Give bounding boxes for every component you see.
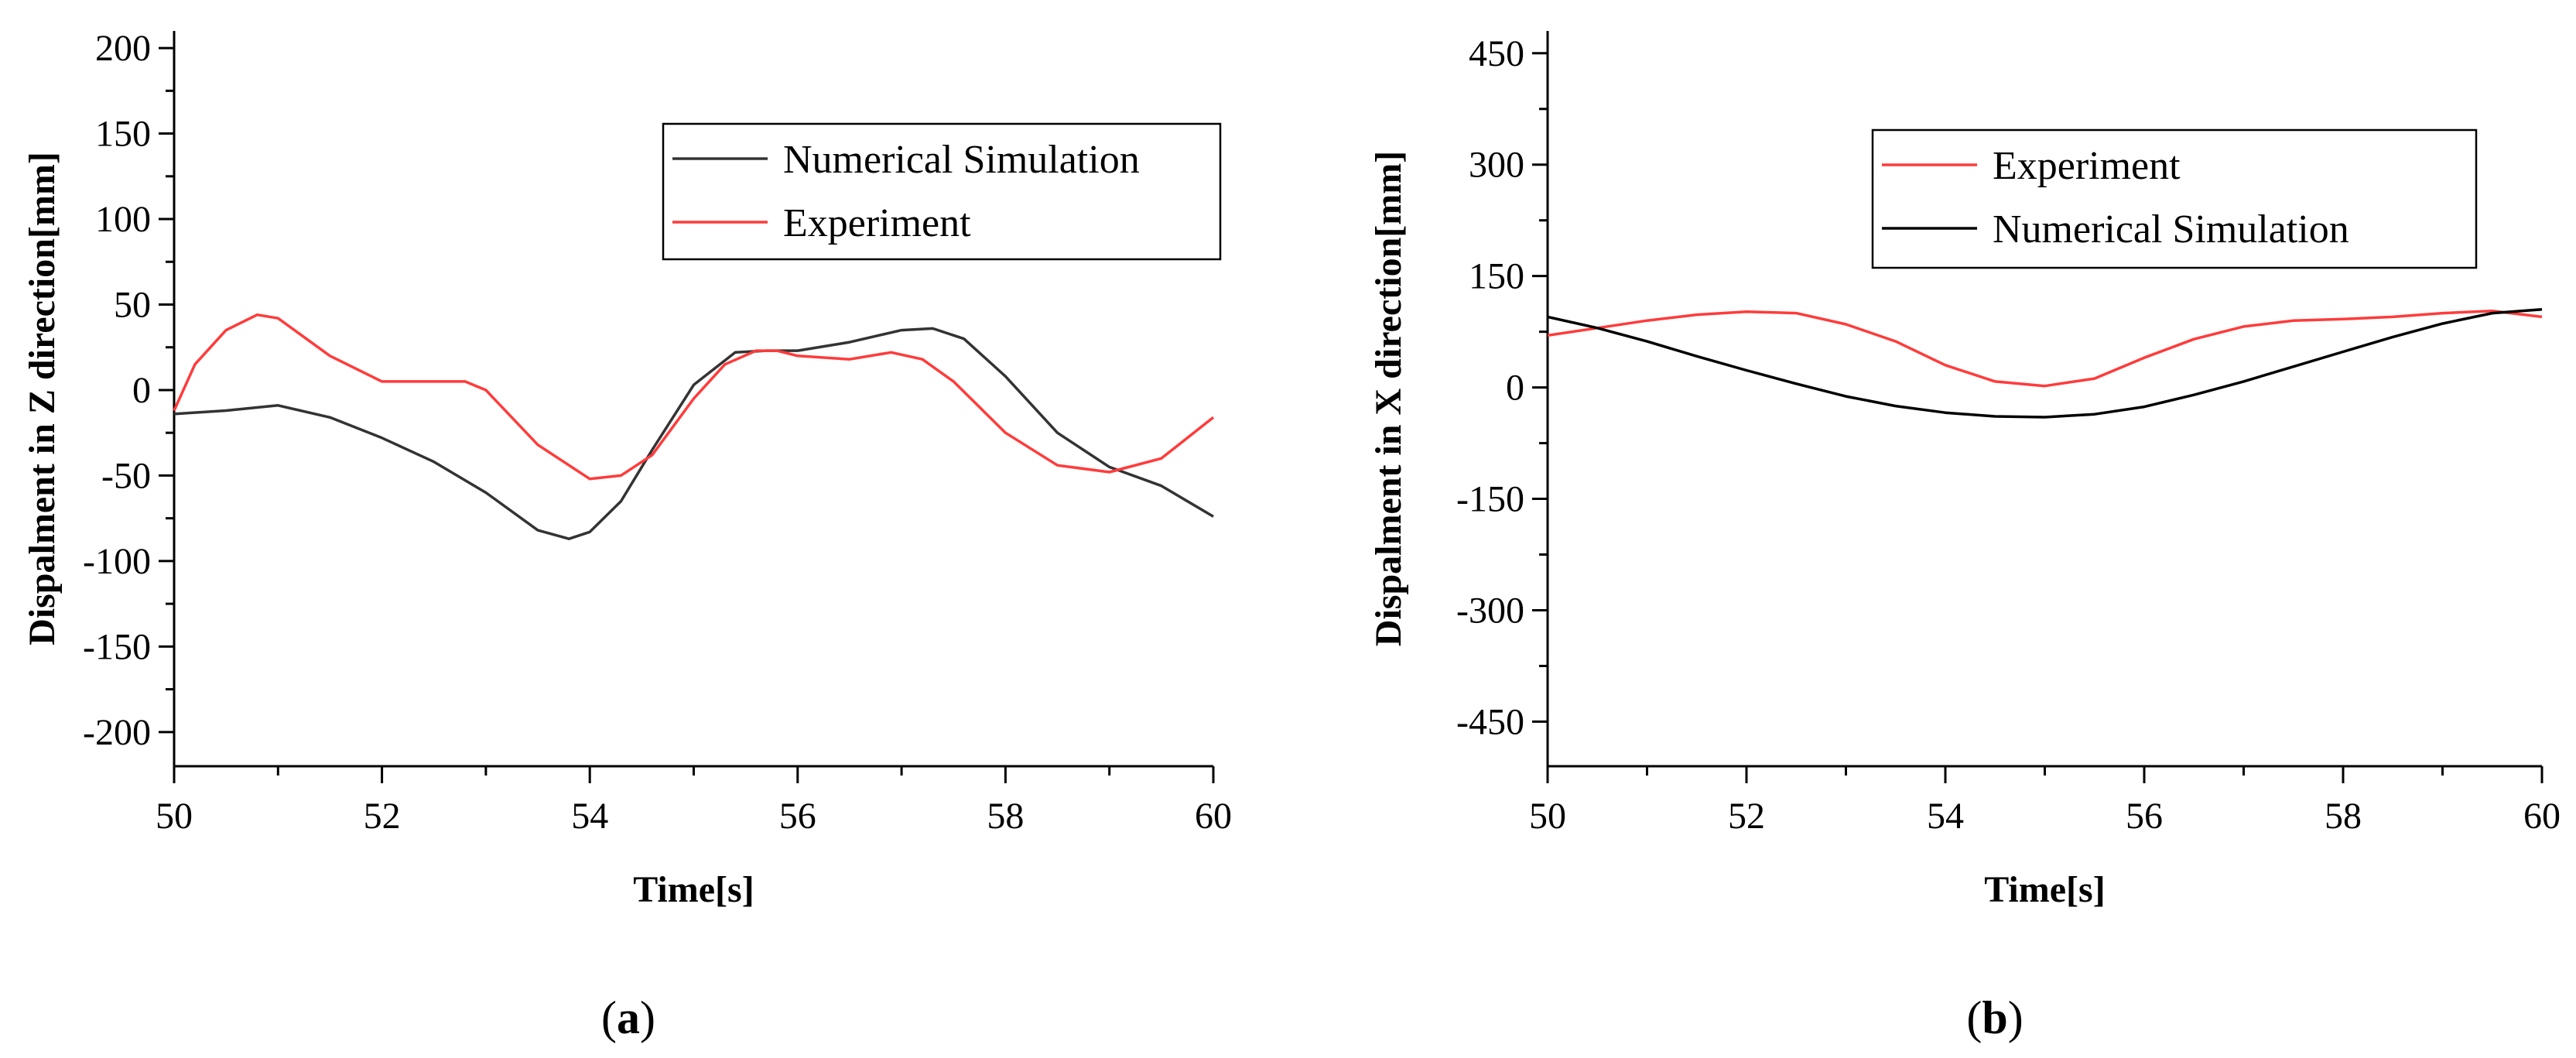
chart-a-y-tick-label: 200 [95,28,151,69]
chart-a-legend: Numerical Simulation Experiment [662,122,1222,261]
chart-b-legend-box [1871,128,2478,269]
chart-a-legend-box [662,122,1222,261]
chart-b-y-tick-label: -300 [1456,590,1524,631]
chart-a-x-tick-label: 52 [364,796,401,837]
chart-b-y-tick-label: -150 [1456,479,1524,520]
chart-a-x-tick-label: 54 [571,796,608,837]
chart-a-x-axis-title: Time[s] [633,869,754,910]
chart-b-legend: Experiment Numerical Simulation [1871,128,2478,269]
chart-b-y-tick-label: -450 [1456,701,1524,742]
chart-b-x-tick-label: 52 [1728,796,1765,837]
chart-a-y-tick-label: -100 [83,541,151,582]
chart-a-y-tick-label: 150 [95,114,151,155]
chart-b-x-tick-label: 58 [2325,796,2362,837]
chart-b-y-tick-label: 450 [1469,33,1524,74]
chart-a-x-tick-label: 56 [779,796,816,837]
chart-b-x-tick-label: 54 [1927,796,1964,837]
chart-a-y-tick-label: -150 [83,626,151,667]
chart-b-series-line-numerical-simulation [1547,308,2543,419]
chart-a-legend-label-experiment: Experiment [783,201,971,245]
chart-a-legend-label-numerical-simulation: Numerical Simulation [783,138,1140,182]
chart-a-y-axis-title: Dispalment in Z direction[mm] [22,152,63,645]
chart-b-x-axis-title: Time[s] [1984,869,2105,910]
chart-b-plot: 50 52 54 56 58 60 -450 -300 -150 0 150 300 450 Time[s… [1368,31,2561,910]
chart-b-y-tick-label: 300 [1469,145,1524,186]
chart-a-y-tick-label: -200 [83,712,151,753]
chart-b-x-tick-label: 60 [2523,796,2561,837]
chart-a-panel-label: (a) [601,992,655,1043]
chart-a-y-tick-label: 0 [132,370,151,411]
chart-b-legend-label-experiment: Experiment [1993,144,2181,188]
chart-a-y-tick-label: 100 [95,199,151,240]
chart-a-plot: 50 52 54 56 58 60 -200 -150 -100 -50 0 50 100 150 200 T… [22,28,1232,910]
chart-a-series-line-experiment [173,313,1215,481]
chart-b-series-line-experiment [1547,310,2543,388]
chart-a-x-tick-label: 50 [156,796,193,837]
chart-a-series-line-numerical-simulation [173,327,1214,540]
chart-a-x-tick-label: 60 [1195,796,1232,837]
chart-b-y-tick-label: 150 [1469,256,1524,297]
chart-b-panel-label: (b) [1966,992,2023,1043]
chart-a-x-tick-label: 58 [987,796,1024,837]
chart-b-x-tick-label: 56 [2126,796,2163,837]
chart-b-legend-label-numerical-simulation: Numerical Simulation [1993,207,2349,252]
chart-b-y-tick-label: 0 [1506,368,1524,409]
chart-b-x-tick-label: 50 [1529,796,1566,837]
chart-a-y-tick-label: 50 [114,284,151,325]
chart-b-y-axis-title: Dispalment in X direction[mm] [1368,151,1409,646]
chart-a-y-tick-label: -50 [101,455,151,496]
